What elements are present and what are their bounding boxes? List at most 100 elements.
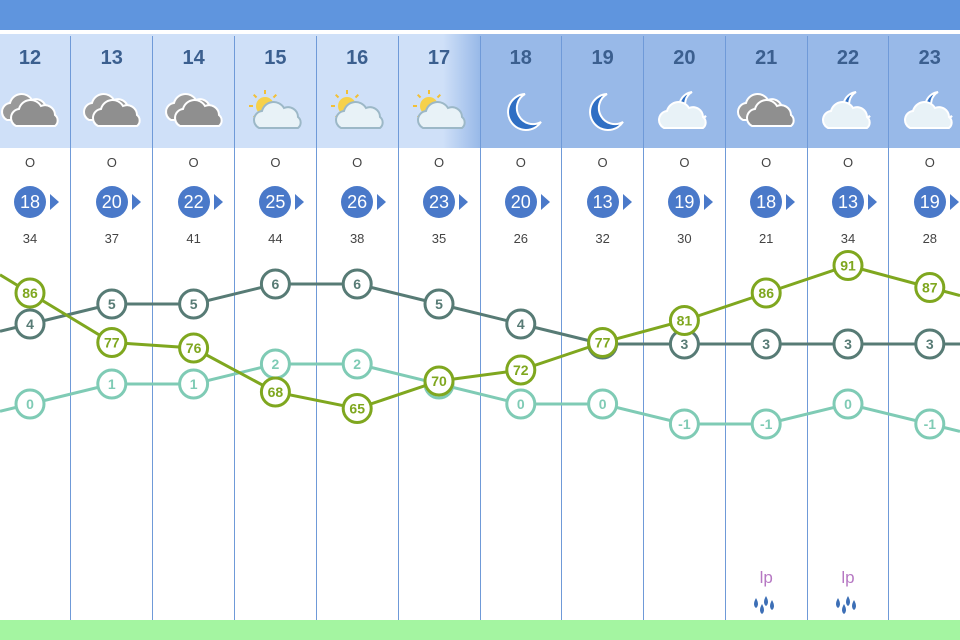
temperature-point <box>505 308 537 340</box>
humidity-label: 91 <box>840 258 856 274</box>
column-divider <box>398 36 399 620</box>
humidity-point <box>178 332 210 364</box>
wind-direction: O <box>352 155 363 170</box>
temperature-point <box>14 308 46 340</box>
temperature-point <box>832 328 864 360</box>
wind-arrow-icon <box>540 194 550 210</box>
hour-label: 15 <box>264 47 287 69</box>
wind-speed-value: 23 <box>423 186 455 218</box>
dewpoint-label: 0 <box>517 396 525 412</box>
dewpoint-label: 2 <box>353 356 361 372</box>
column-header-bg <box>0 34 70 148</box>
wind-direction: O <box>106 155 117 170</box>
hour-label: 22 <box>836 47 860 69</box>
column-divider <box>70 36 71 620</box>
column-divider <box>643 36 644 620</box>
hour-label: 14 <box>182 47 205 69</box>
humidity-point <box>14 277 46 309</box>
sun-cloud-icon <box>327 88 387 138</box>
moon-icon <box>573 88 633 138</box>
humidity-point <box>750 277 782 309</box>
humidity-point <box>259 376 291 408</box>
cloudy-icon <box>164 88 224 138</box>
temperature-point <box>96 288 128 320</box>
hour-label: 18 <box>509 47 532 69</box>
dewpoint-label: 1 <box>190 376 198 392</box>
dewpoint-point <box>750 408 782 440</box>
moon-icon <box>491 88 551 138</box>
hour-label: 20 <box>673 47 696 69</box>
wind-gust: 44 <box>268 231 283 246</box>
wind-speed-badge: 18 <box>750 186 796 218</box>
humidity-label: 72 <box>513 362 529 378</box>
sun-cloud-icon <box>245 88 305 138</box>
wind-speed-badge: 26 <box>341 186 387 218</box>
hour-label: 21 <box>755 47 778 69</box>
column-divider <box>725 36 726 620</box>
cloudy-icon <box>0 88 60 138</box>
wind-speed-value: 18 <box>750 186 783 218</box>
wind-speed-value: 13 <box>586 186 619 218</box>
dewpoint-label: 0 <box>599 396 607 412</box>
wind-speed-value: 20 <box>504 186 537 218</box>
moon-cloud-icon <box>654 88 714 138</box>
wind-arrow-icon <box>213 194 223 210</box>
wind-arrow-icon <box>295 194 305 210</box>
dewpoint-point <box>914 408 946 440</box>
wind-speed-value: 20 <box>95 186 128 218</box>
temperature-label: 3 <box>762 336 770 352</box>
wind-speed-value: 19 <box>913 186 946 218</box>
hour-label: 19 <box>591 47 614 69</box>
wind-speed-value: 25 <box>259 186 292 218</box>
wind-gust: 32 <box>595 231 610 246</box>
wind-direction: O <box>679 155 690 170</box>
wind-direction: O <box>433 155 445 170</box>
temperature-line <box>0 282 960 346</box>
wind-gust: 41 <box>186 231 201 246</box>
dewpoint-point <box>14 388 46 420</box>
hour-label: 17 <box>427 47 451 69</box>
wind-speed-badge: 20 <box>504 186 550 218</box>
precip-type-label: lp <box>759 568 773 587</box>
wind-arrow-icon <box>949 194 959 210</box>
humidity-label: 70 <box>431 373 447 389</box>
dewpoint-label: -1 <box>678 416 691 432</box>
column-divider <box>316 36 317 620</box>
wind-gust: 38 <box>349 231 365 246</box>
dewpoint-label: 1 <box>108 376 116 392</box>
wind-speed-badge: 13 <box>586 186 632 218</box>
dewpoint-point <box>587 388 619 420</box>
wind-gust: 34 <box>840 231 856 246</box>
wind-direction: O <box>188 155 199 170</box>
wind-direction: O <box>24 155 36 170</box>
temperature-point <box>341 268 373 300</box>
wind-speed-badge: 19 <box>913 186 959 218</box>
wind-speed-badge: 23 <box>423 186 468 218</box>
humidity-line <box>0 263 960 411</box>
wind-direction: O <box>515 155 526 170</box>
wind-arrow-icon <box>868 194 877 210</box>
column-divider <box>807 36 808 620</box>
temperature-point <box>423 288 455 320</box>
hour-label: 12 <box>18 47 42 69</box>
temperature-label: 3 <box>926 336 934 352</box>
temperature-label: 5 <box>108 296 116 312</box>
cloudy-icon <box>736 88 796 138</box>
humidity-label: 87 <box>922 280 938 296</box>
column-divider <box>561 36 562 620</box>
temperature-label: 6 <box>272 276 280 292</box>
wind-arrow-icon <box>50 194 59 210</box>
humidity-point <box>668 305 700 336</box>
temperature-label: 6 <box>353 276 361 292</box>
moon-cloud-icon <box>818 88 878 138</box>
humidity-label: 81 <box>677 313 693 329</box>
temperature-label: 3 <box>681 336 689 352</box>
wind-direction: O <box>761 155 772 170</box>
humidity-point <box>832 250 864 281</box>
wind-speed-badge: 19 <box>668 186 714 218</box>
wind-arrow-icon <box>459 194 468 210</box>
dewpoint-label: 0 <box>844 396 852 412</box>
column-header-bg <box>152 34 234 148</box>
dewpoint-label: -1 <box>924 416 937 432</box>
wind-gust: 28 <box>922 231 938 246</box>
